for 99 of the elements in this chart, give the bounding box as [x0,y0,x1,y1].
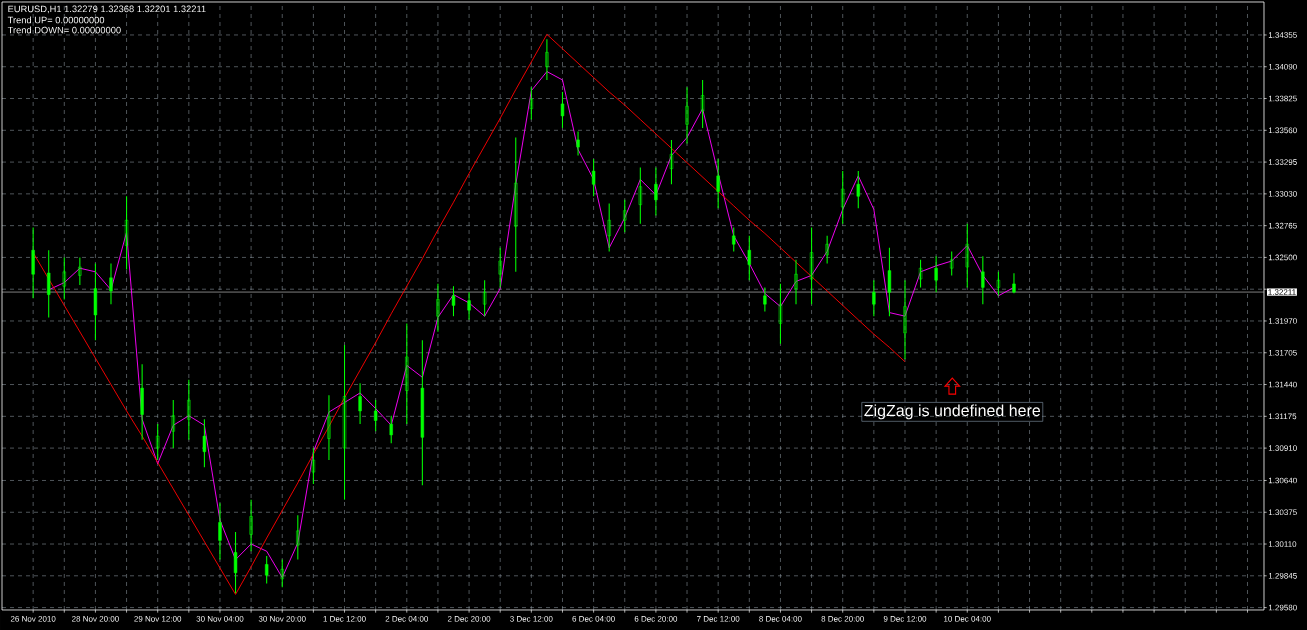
annotation: ZigZag is undefined here [864,404,1041,420]
candlestick [78,256,82,286]
candlestick [233,531,238,594]
candlestick [436,283,440,333]
candlestick [856,170,860,209]
candlestick [981,255,985,305]
candlestick [482,279,487,317]
y-tick-label: 1.29845 [1268,572,1297,579]
candlestick [732,226,736,252]
x-tick-label: 6 Dec 20:00 [634,616,678,622]
candlestick [887,247,892,317]
x-tick-label: 7 Dec 12:00 [697,616,740,622]
candlestick [202,418,207,468]
candlestick [638,166,642,225]
y-tick-label: 1.34355 [1268,32,1297,38]
x-tick-label: 29 Nov 12:00 [134,616,182,622]
chart-title: EURUSD,H1 1.32279 1.32368 1.32201 1.32211 [8,5,206,14]
candlestick [918,259,923,288]
y-tick-label: 1.33295 [1268,159,1297,165]
candlestick [591,158,596,197]
y-tick-label: 1.30640 [1268,477,1297,484]
y-tick-label: 1.31705 [1268,349,1297,356]
candlestick [156,423,160,461]
candlestick [794,259,798,305]
x-tick-label: 2 Dec 04:00 [385,616,429,622]
candlestick [109,262,113,305]
y-tick-label: 1.30375 [1268,509,1297,516]
candlestick [265,555,269,585]
y-tick-label: 1.33560 [1268,127,1297,134]
x-tick-label: 28 Nov 20:00 [72,616,119,622]
candlestick [700,79,705,129]
candlestick [249,499,253,552]
x-tick-label: 2 Dec 20:00 [447,616,491,622]
candlestick [716,158,720,209]
y-tick-label: 1.30110 [1268,541,1297,547]
x-tick-label: 26 Nov 2010 [10,616,56,622]
candlestick [296,514,300,561]
candlestick [31,226,35,299]
y-tick-label: 1.33030 [1268,191,1297,197]
x-tick-label: 30 Nov 20:00 [258,616,306,622]
y-tick-label: 1.30910 [1268,445,1297,451]
y-tick-label: 1.34090 [1268,63,1297,70]
y-tick-label: 1.31440 [1268,381,1297,388]
candlestick [405,322,409,425]
candlestick [669,139,674,185]
x-tick-label: 10 Dec 04:00 [944,616,991,622]
candlestick [529,86,534,121]
candlestick [903,279,907,360]
candlestick [451,285,456,317]
candlestick [950,250,954,276]
y-tick-label: 1.32500 [1268,254,1297,261]
candlestick [545,38,549,81]
ref-line-label: 1.32211 [1268,289,1296,295]
candlestick [358,382,362,425]
candlestick [934,255,938,293]
x-tick-label: 9 Dec 12:00 [883,616,927,622]
candlestick [373,399,378,432]
candlestick [607,202,611,252]
x-tick-label: 3 Dec 12:00 [510,616,553,622]
candlestick [62,256,66,300]
y-tick-label: 1.32765 [1268,222,1297,229]
x-tick-label: 30 Nov 04:00 [196,616,244,622]
candlestick [825,235,829,264]
candlestick [747,235,751,281]
y-tick-label: 1.31175 [1268,413,1297,420]
x-tick-label: 8 Dec 04:00 [759,616,802,622]
x-tick-label: 6 Dec 04:00 [572,616,615,622]
annotation: Trend UP= 0.00000000 [7,16,105,24]
candlestick [187,379,191,441]
candlestick [841,170,845,225]
candlestick [514,136,518,273]
candlestick [685,86,689,145]
candlestick [809,226,814,305]
candlestick [280,559,284,588]
candlestick [778,283,783,345]
candlestick [560,91,565,129]
x-tick-label: 8 Dec 20:00 [821,616,864,622]
candlestick [218,502,222,561]
candlestick [124,195,129,270]
y-tick-label: 1.33825 [1268,95,1297,102]
candlestick [965,223,969,288]
candlestick [311,447,316,485]
candlestick [342,344,347,501]
candlestick [171,399,175,449]
candlestick [498,247,502,288]
candlestick [47,249,51,318]
candlestick [623,199,627,233]
candlestick [654,166,658,216]
annotation: Trend DOWN= 0.00000000 [7,26,121,34]
candlestick [467,291,471,321]
y-tick-label: 1.29580 [1268,604,1297,611]
x-tick-label: 1 Dec 12:00 [323,616,366,622]
y-tick-label: 1.31970 [1268,318,1297,324]
candlestick [389,415,393,444]
candlestick [996,271,1001,297]
candlestick [763,286,767,312]
candlestick [327,394,331,461]
candlestick [872,279,876,317]
candlestick [576,130,580,157]
